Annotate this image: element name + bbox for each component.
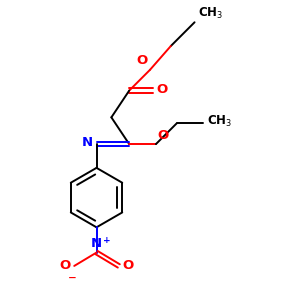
Text: N: N <box>82 136 93 149</box>
Text: CH$_3$: CH$_3$ <box>198 6 223 21</box>
Text: CH$_3$: CH$_3$ <box>207 114 232 129</box>
Text: +: + <box>103 236 111 245</box>
Text: −: − <box>68 272 76 283</box>
Text: O: O <box>136 54 148 68</box>
Text: O: O <box>59 260 71 272</box>
Text: N: N <box>91 237 102 250</box>
Text: O: O <box>157 82 168 96</box>
Text: O: O <box>158 129 169 142</box>
Text: O: O <box>122 260 134 272</box>
